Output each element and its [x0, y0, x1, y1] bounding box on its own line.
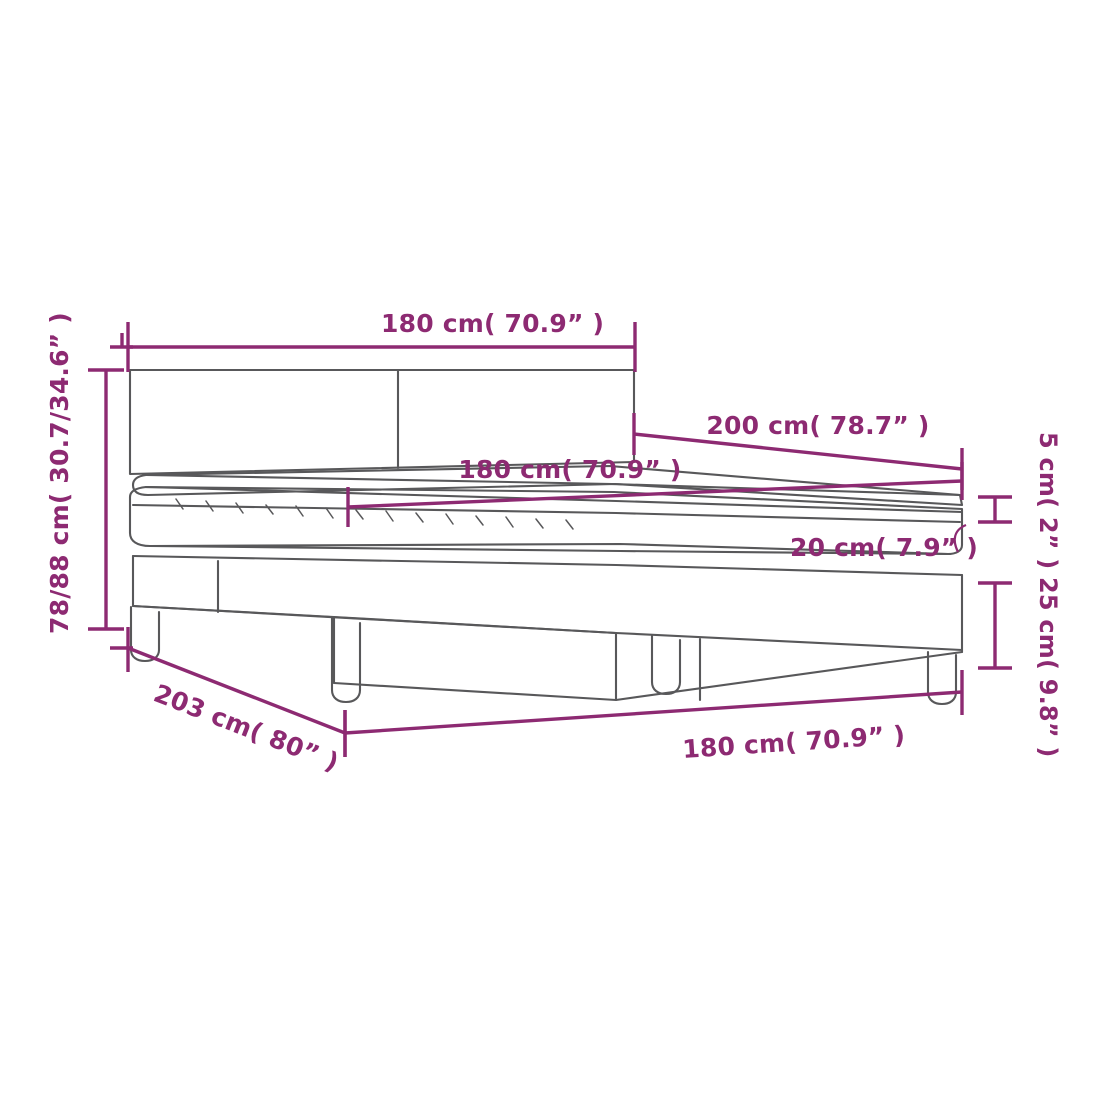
- headboard: [128, 368, 636, 476]
- label-total-height: 78/88 cm( 30.7/34.6” ): [45, 312, 74, 634]
- dimension-mattress-length: [632, 413, 964, 490]
- dimension-right-stack: [978, 495, 1012, 670]
- label-mattress-length: 200 cm( 78.7” ): [706, 411, 929, 440]
- bed-legs: [129, 605, 958, 706]
- mattress-stitching: [175, 498, 574, 530]
- bed-base: [131, 554, 964, 702]
- label-mattress-width: 180 cm( 70.9” ): [458, 455, 681, 484]
- label-base-height: 25 cm( 9.8” ): [1034, 577, 1062, 758]
- dimension-annotations: [88, 322, 1012, 757]
- label-base-width: 180 cm( 70.9” ): [681, 720, 906, 764]
- leg-right: [926, 650, 958, 706]
- leg-mid-front: [650, 634, 682, 696]
- dimension-mattress-thickness-leader: [953, 523, 967, 553]
- dimension-labels: 180 cm( 70.9” ) 180 cm( 70.9” ) 200 cm( …: [45, 309, 1062, 777]
- dimension-base-width: [343, 670, 964, 757]
- label-topper-thickness: 5 cm( 2” ): [1034, 432, 1062, 569]
- leg-rear-left: [129, 605, 161, 663]
- leg-mid-left: [330, 616, 362, 704]
- label-headboard-width: 180 cm( 70.9” ): [381, 309, 604, 338]
- dimension-total-height: [88, 333, 133, 650]
- label-mattress-thickness: 20 cm( 7.9” ): [790, 533, 978, 562]
